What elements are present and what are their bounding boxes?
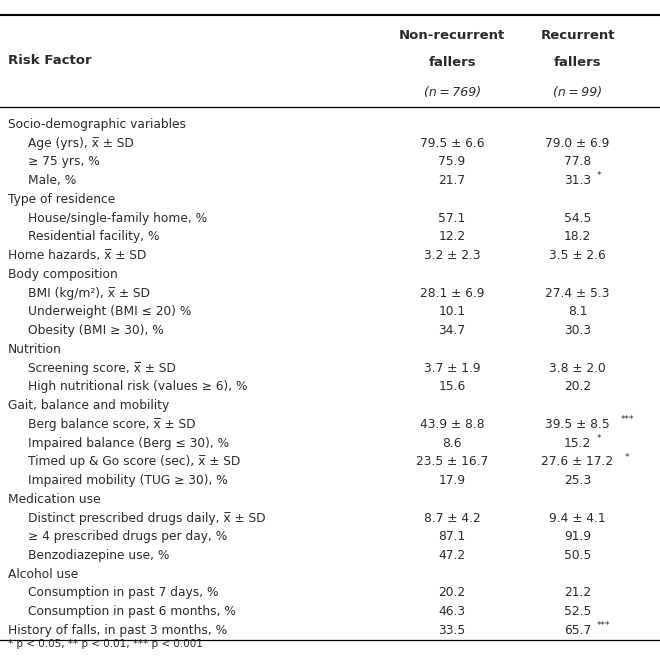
Text: 17.9: 17.9 [438,474,466,487]
Text: Risk Factor: Risk Factor [8,54,92,67]
Text: fallers: fallers [554,56,601,69]
Text: High nutritional risk (values ≥ 6), %: High nutritional risk (values ≥ 6), % [28,380,248,393]
Text: 46.3: 46.3 [438,605,466,618]
Text: Socio-demographic variables: Socio-demographic variables [8,118,186,131]
Text: 75.9: 75.9 [438,155,466,169]
Text: 18.2: 18.2 [564,230,591,243]
Text: Medication use: Medication use [8,492,100,506]
Text: 43.9 ± 8.8: 43.9 ± 8.8 [420,418,484,431]
Text: 33.5: 33.5 [438,624,466,637]
Text: 52.5: 52.5 [564,605,591,618]
Text: *: * [597,171,601,180]
Text: Distinct prescribed drugs daily, x̅ ± SD: Distinct prescribed drugs daily, x̅ ± SD [28,512,265,525]
Text: Age (yrs), x̅ ± SD: Age (yrs), x̅ ± SD [28,137,133,149]
Text: BMI (kg/m²), x̅ ± SD: BMI (kg/m²), x̅ ± SD [28,287,150,299]
Text: 39.5 ± 8.5: 39.5 ± 8.5 [545,418,610,431]
Text: Residential facility, %: Residential facility, % [28,230,159,243]
Text: Body composition: Body composition [8,268,117,281]
Text: Impaired mobility (TUG ≥ 30), %: Impaired mobility (TUG ≥ 30), % [28,474,228,487]
Text: Consumption in past 6 months, %: Consumption in past 6 months, % [28,605,236,618]
Text: 77.8: 77.8 [564,155,591,169]
Text: Benzodiazepine use, %: Benzodiazepine use, % [28,549,169,562]
Text: 65.7: 65.7 [564,624,591,637]
Text: Obesity (BMI ≥ 30), %: Obesity (BMI ≥ 30), % [28,324,164,337]
Text: Type of residence: Type of residence [8,193,115,206]
Text: Recurrent: Recurrent [541,29,614,42]
Text: Non-recurrent: Non-recurrent [399,29,505,42]
Text: 8.1: 8.1 [568,305,587,319]
Text: 21.2: 21.2 [564,586,591,600]
Text: (n = 99): (n = 99) [553,86,602,99]
Text: 8.6: 8.6 [442,436,462,449]
Text: (n = 769): (n = 769) [424,86,480,99]
Text: Timed up & Go score (sec), x̅ ± SD: Timed up & Go score (sec), x̅ ± SD [28,455,240,468]
Text: 21.7: 21.7 [438,174,466,187]
Text: ≥ 75 yrs, %: ≥ 75 yrs, % [28,155,100,169]
Text: Male, %: Male, % [28,174,76,187]
Text: 12.2: 12.2 [438,230,466,243]
Text: fallers: fallers [428,56,476,69]
Text: 30.3: 30.3 [564,324,591,337]
Text: 3.7 ± 1.9: 3.7 ± 1.9 [424,362,480,375]
Text: 20.2: 20.2 [438,586,466,600]
Text: Gait, balance and mobility: Gait, balance and mobility [8,399,169,412]
Text: 27.6 ± 17.2: 27.6 ± 17.2 [541,455,614,468]
Text: History of falls, in past 3 months, %: History of falls, in past 3 months, % [8,624,227,637]
Text: 31.3: 31.3 [564,174,591,187]
Text: Nutrition: Nutrition [8,343,62,356]
Text: *: * [624,453,629,461]
Text: 47.2: 47.2 [438,549,466,562]
Text: 8.7 ± 4.2: 8.7 ± 4.2 [424,512,480,525]
Text: 50.5: 50.5 [564,549,591,562]
Text: 20.2: 20.2 [564,380,591,393]
Text: ***: *** [597,621,610,631]
Text: ***: *** [620,415,634,424]
Text: Underweight (BMI ≤ 20) %: Underweight (BMI ≤ 20) % [28,305,191,319]
Text: Alcohol use: Alcohol use [8,568,78,581]
Text: ≥ 4 prescribed drugs per day, %: ≥ 4 prescribed drugs per day, % [28,530,227,543]
Text: 87.1: 87.1 [438,530,466,543]
Text: 3.5 ± 2.6: 3.5 ± 2.6 [549,249,606,262]
Text: 3.2 ± 2.3: 3.2 ± 2.3 [424,249,480,262]
Text: 79.0 ± 6.9: 79.0 ± 6.9 [545,137,610,149]
Text: 25.3: 25.3 [564,474,591,487]
Text: 54.5: 54.5 [564,212,591,225]
Text: 57.1: 57.1 [438,212,466,225]
Text: 9.4 ± 4.1: 9.4 ± 4.1 [549,512,606,525]
Text: 27.4 ± 5.3: 27.4 ± 5.3 [545,287,610,299]
Text: House/single-family home, %: House/single-family home, % [28,212,207,225]
Text: *: * [597,434,601,443]
Text: Consumption in past 7 days, %: Consumption in past 7 days, % [28,586,218,600]
Text: Home hazards, x̅ ± SD: Home hazards, x̅ ± SD [8,249,147,262]
Text: Impaired balance (Berg ≤ 30), %: Impaired balance (Berg ≤ 30), % [28,436,229,449]
Text: 28.1 ± 6.9: 28.1 ± 6.9 [420,287,484,299]
Text: Berg balance score, x̅ ± SD: Berg balance score, x̅ ± SD [28,418,195,431]
Text: 15.6: 15.6 [438,380,466,393]
Text: 79.5 ± 6.6: 79.5 ± 6.6 [420,137,484,149]
Text: Screening score, x̅ ± SD: Screening score, x̅ ± SD [28,362,176,375]
Text: 91.9: 91.9 [564,530,591,543]
Text: * p < 0.05, ** p < 0.01, *** p < 0.001: * p < 0.05, ** p < 0.01, *** p < 0.001 [8,639,203,649]
Text: 10.1: 10.1 [438,305,466,319]
Text: 34.7: 34.7 [438,324,466,337]
Text: 3.8 ± 2.0: 3.8 ± 2.0 [549,362,606,375]
Text: 23.5 ± 16.7: 23.5 ± 16.7 [416,455,488,468]
Text: 15.2: 15.2 [564,436,591,449]
